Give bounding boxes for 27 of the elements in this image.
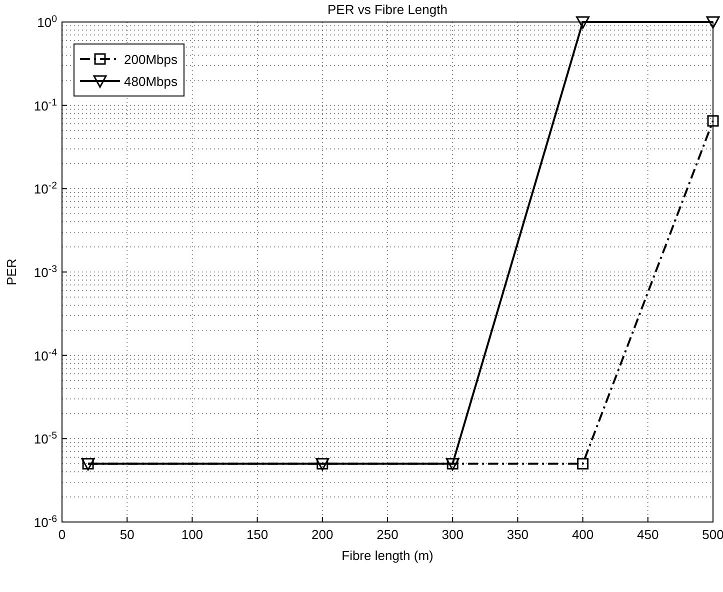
y-tick-label: 10$^{-3}$ [34, 264, 57, 280]
chart-title: PER vs Fibre Length [328, 2, 448, 17]
y-tick-label: 10$^{-2}$ [34, 180, 57, 197]
y-tick-label: 10$^{0}$ [37, 14, 58, 30]
legend-label: 480Mbps [124, 74, 178, 89]
y-tick-label: 10$^{-5}$ [34, 430, 58, 447]
point [577, 458, 589, 470]
y-tick-label: 10$^{-1}$ [34, 96, 57, 114]
x-tick-label: 0 [58, 527, 66, 542]
y-tick-label: 10$^{-4}$ [34, 346, 58, 364]
x-tick-label: 350 [506, 527, 529, 542]
y-tick-label: 10$^{-6}$ [34, 514, 57, 530]
x-tick-label: 250 [376, 527, 398, 542]
x-tick-label: 450 [637, 527, 659, 542]
point [707, 115, 719, 127]
point [576, 16, 590, 29]
x-tick-label: 150 [246, 527, 268, 542]
x-tick-label: 500 [702, 527, 723, 542]
x-tick-label: 300 [442, 527, 464, 542]
x-tick-label: 200 [312, 527, 334, 542]
y-axis-title: PER [4, 258, 19, 286]
point [706, 16, 720, 29]
x-tick-label: 100 [181, 527, 204, 542]
x-axis-title: Fibre length (m) [342, 548, 434, 563]
x-tick-label: 400 [572, 527, 594, 542]
legend-label: 200Mbps [124, 52, 178, 67]
x-tick-label: 50 [120, 527, 134, 542]
